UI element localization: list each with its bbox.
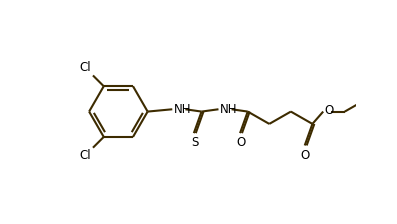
Text: O: O bbox=[236, 136, 245, 149]
Text: S: S bbox=[191, 136, 198, 149]
Text: NH: NH bbox=[220, 103, 237, 116]
Text: Cl: Cl bbox=[80, 61, 91, 74]
Text: Cl: Cl bbox=[80, 149, 91, 162]
Text: O: O bbox=[325, 104, 334, 117]
Text: NH: NH bbox=[174, 103, 191, 116]
Text: O: O bbox=[301, 149, 310, 162]
